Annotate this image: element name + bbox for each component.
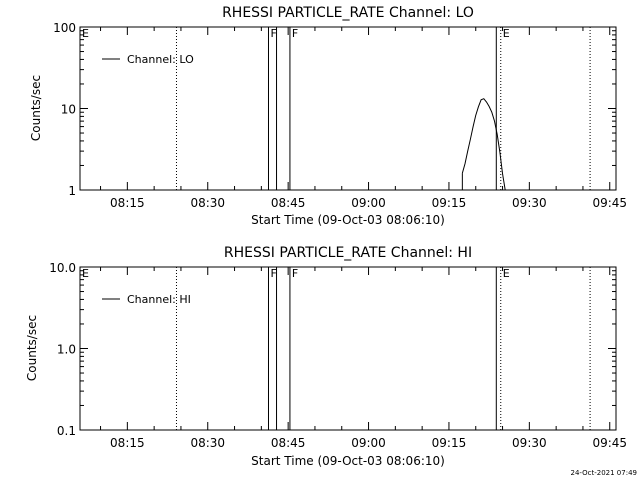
marker-label: E (82, 267, 89, 280)
x-tick-label: 08:15 (110, 196, 145, 210)
chart-title: RHESSI PARTICLE_RATE Channel: LO (222, 5, 474, 21)
legend-label: Channel: LO (127, 53, 194, 66)
legend-label: Channel: HI (127, 293, 191, 306)
x-tick-label: 09:00 (351, 196, 386, 210)
marker-label: E (503, 27, 510, 40)
data-series-line (461, 98, 506, 191)
x-tick-label: 09:45 (592, 436, 627, 450)
x-tick-label: 09:00 (351, 436, 386, 450)
x-axis-label: Start Time (09-Oct-03 08:06:10) (251, 213, 445, 227)
x-tick-label: 09:15 (432, 196, 467, 210)
x-tick-label: 09:30 (512, 196, 547, 210)
chart-title: RHESSI PARTICLE_RATE Channel: HI (224, 245, 472, 261)
y-tick-label: 1 (68, 184, 76, 198)
x-tick-label: 09:15 (432, 436, 467, 450)
marker-label: F (270, 27, 276, 40)
x-axis-label: Start Time (09-Oct-03 08:06:10) (251, 454, 445, 468)
x-tick-label: 08:30 (190, 436, 225, 450)
marker-label: E (82, 27, 89, 40)
y-tick-label: 10.0 (49, 261, 76, 275)
marker-label: F (270, 267, 276, 280)
marker-label: E (503, 267, 510, 280)
hi-channel-panel: RHESSI PARTICLE_RATE Channel: HI Counts/… (25, 245, 627, 468)
plot-marks: 1 10 100 08:15 08:30 08:45 09:00 09:15 09:30 09:4… (53, 21, 627, 210)
footer-timestamp: 24-Oct-2021 07:49 (571, 469, 637, 477)
x-tick-label: 08:15 (110, 436, 145, 450)
marker-label: F (292, 27, 298, 40)
y-tick-label: 10 (61, 103, 76, 117)
x-tick-label: 09:45 (592, 196, 627, 210)
x-tick-label: 08:45 (271, 196, 306, 210)
marker-label: F (292, 267, 298, 280)
x-tick-label: 08:45 (271, 436, 306, 450)
y-axis-label: Counts/sec (29, 75, 43, 141)
y-tick-label: 0.1 (57, 424, 76, 438)
y-axis-label: Counts/sec (25, 315, 39, 381)
plot-marks: 0.1 1.0 10.0 08:15 08:30 08:45 09:00 09:15 09:30… (49, 261, 627, 450)
y-tick-label: 100 (53, 21, 76, 35)
y-tick-label: 1.0 (57, 343, 76, 357)
x-tick-label: 09:30 (512, 436, 547, 450)
x-tick-label: 08:30 (190, 196, 225, 210)
lo-channel-panel: RHESSI PARTICLE_RATE Channel: LO Counts/… (29, 5, 627, 227)
